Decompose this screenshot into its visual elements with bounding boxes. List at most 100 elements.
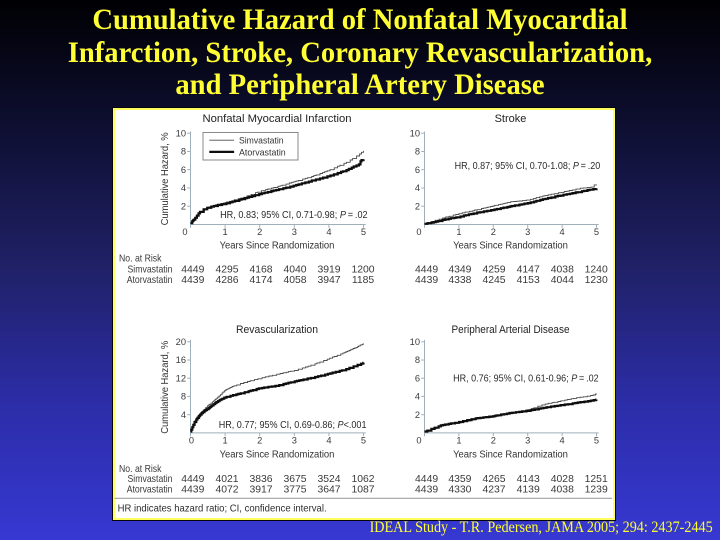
- svg-text:4139: 4139: [517, 484, 540, 495]
- svg-text:4: 4: [415, 183, 420, 193]
- svg-text:Cumulative Hazard, %: Cumulative Hazard, %: [160, 132, 171, 225]
- svg-text:4449: 4449: [415, 264, 438, 275]
- svg-text:4058: 4058: [283, 275, 306, 286]
- svg-text:Atorvastatin: Atorvastatin: [127, 484, 173, 495]
- svg-text:4: 4: [181, 410, 186, 420]
- svg-text:5: 5: [594, 436, 599, 446]
- svg-text:Years Since Randomization: Years Since Randomization: [453, 241, 568, 252]
- svg-text:4439: 4439: [415, 275, 438, 286]
- svg-text:4359: 4359: [448, 474, 471, 485]
- svg-text:Years Since Randomization: Years Since Randomization: [220, 449, 335, 460]
- svg-text:Nonfatal Myocardial Infarction: Nonfatal Myocardial Infarction: [203, 113, 352, 125]
- svg-text:HR, 0.83; 95% CI, 0.71-0.98; P: HR, 0.83; 95% CI, 0.71-0.98; P = .02: [220, 209, 368, 221]
- svg-text:8: 8: [415, 355, 420, 365]
- svg-text:0: 0: [182, 227, 187, 237]
- svg-text:4153: 4153: [517, 275, 540, 286]
- svg-text:10: 10: [176, 128, 186, 138]
- svg-text:3947: 3947: [317, 275, 340, 286]
- svg-text:Revascularization: Revascularization: [236, 324, 318, 336]
- svg-text:3917: 3917: [249, 484, 272, 495]
- svg-text:4038: 4038: [551, 264, 574, 275]
- svg-text:3675: 3675: [283, 474, 306, 485]
- svg-text:No. at Risk: No. at Risk: [119, 464, 162, 475]
- svg-text:Stroke: Stroke: [495, 113, 527, 125]
- svg-text:4295: 4295: [215, 264, 238, 275]
- svg-text:2: 2: [181, 201, 186, 211]
- svg-text:3775: 3775: [283, 484, 306, 495]
- svg-text:4237: 4237: [482, 484, 505, 495]
- svg-text:0: 0: [189, 436, 194, 446]
- svg-text:10: 10: [410, 337, 420, 347]
- svg-text:Years Since Randomization: Years Since Randomization: [453, 449, 568, 460]
- svg-text:4449: 4449: [181, 264, 204, 275]
- svg-text:4072: 4072: [215, 484, 238, 495]
- svg-text:6: 6: [181, 165, 186, 175]
- svg-text:1: 1: [223, 227, 228, 237]
- svg-text:3: 3: [525, 227, 530, 237]
- svg-text:1240: 1240: [585, 264, 608, 275]
- svg-text:4: 4: [181, 183, 186, 193]
- svg-text:Cumulative Hazard, %: Cumulative Hazard, %: [160, 341, 171, 434]
- svg-text:4: 4: [326, 227, 331, 237]
- svg-text:8: 8: [415, 147, 420, 157]
- svg-text:4143: 4143: [517, 474, 540, 485]
- svg-text:No. at Risk: No. at Risk: [119, 253, 162, 264]
- svg-text:10: 10: [410, 128, 420, 138]
- svg-text:4245: 4245: [482, 275, 505, 286]
- svg-text:6: 6: [415, 373, 420, 383]
- svg-text:5: 5: [594, 227, 599, 237]
- svg-text:3: 3: [525, 436, 530, 446]
- svg-text:4021: 4021: [215, 474, 238, 485]
- svg-text:8: 8: [181, 147, 186, 157]
- svg-text:0: 0: [416, 227, 421, 237]
- svg-text:8: 8: [181, 392, 186, 402]
- svg-text:2: 2: [491, 436, 496, 446]
- svg-text:HR, 0.87; 95% CI, 0.70-1.08; P: HR, 0.87; 95% CI, 0.70-1.08; P = .20: [455, 160, 601, 172]
- svg-text:1230: 1230: [585, 275, 608, 286]
- svg-text:2: 2: [415, 410, 420, 420]
- svg-text:4286: 4286: [215, 275, 238, 286]
- svg-text:2: 2: [257, 436, 262, 446]
- svg-text:4439: 4439: [415, 484, 438, 495]
- svg-text:2: 2: [491, 227, 496, 237]
- svg-text:4028: 4028: [551, 474, 574, 485]
- svg-text:12: 12: [176, 373, 186, 383]
- svg-text:4038: 4038: [551, 484, 574, 495]
- svg-text:4040: 4040: [283, 264, 306, 275]
- svg-text:5: 5: [361, 436, 366, 446]
- svg-text:Simvastatin: Simvastatin: [128, 474, 173, 485]
- svg-text:3647: 3647: [317, 484, 340, 495]
- svg-text:4349: 4349: [448, 264, 471, 275]
- svg-text:4449: 4449: [415, 474, 438, 485]
- svg-text:Peripheral Arterial Disease: Peripheral Arterial Disease: [452, 324, 570, 336]
- svg-text:20: 20: [176, 337, 186, 347]
- svg-text:3524: 3524: [317, 474, 340, 485]
- svg-text:HR, 0.76; 95% CI, 0.61-0.96; P: HR, 0.76; 95% CI, 0.61-0.96; P = .02: [453, 373, 599, 385]
- svg-text:16: 16: [176, 355, 186, 365]
- svg-text:1239: 1239: [585, 484, 608, 495]
- svg-text:4: 4: [415, 392, 420, 402]
- svg-text:4: 4: [560, 436, 565, 446]
- svg-text:4259: 4259: [482, 264, 505, 275]
- svg-text:2: 2: [257, 227, 262, 237]
- svg-text:4: 4: [326, 436, 331, 446]
- svg-text:1200: 1200: [351, 264, 374, 275]
- svg-text:4330: 4330: [448, 484, 471, 495]
- svg-text:5: 5: [361, 227, 366, 237]
- svg-text:4: 4: [560, 227, 565, 237]
- svg-text:HR indicates hazard ratio; CI,: HR indicates hazard ratio; CI, confidenc…: [118, 504, 327, 515]
- svg-text:4338: 4338: [448, 275, 471, 286]
- svg-text:HR, 0.77; 95% CI, 0.69-0.86; P: HR, 0.77; 95% CI, 0.69-0.86; P<.001: [219, 419, 367, 431]
- svg-text:6: 6: [415, 165, 420, 175]
- svg-text:Simvastatin: Simvastatin: [128, 264, 173, 275]
- svg-text:3: 3: [292, 227, 297, 237]
- svg-text:4147: 4147: [517, 264, 540, 275]
- svg-text:4265: 4265: [482, 474, 505, 485]
- svg-text:1: 1: [456, 227, 461, 237]
- svg-text:4044: 4044: [551, 275, 574, 286]
- svg-text:1087: 1087: [351, 484, 374, 495]
- svg-text:Simvastatin: Simvastatin: [239, 136, 284, 146]
- svg-text:0: 0: [416, 436, 421, 446]
- svg-text:1: 1: [223, 436, 228, 446]
- svg-text:3836: 3836: [249, 474, 272, 485]
